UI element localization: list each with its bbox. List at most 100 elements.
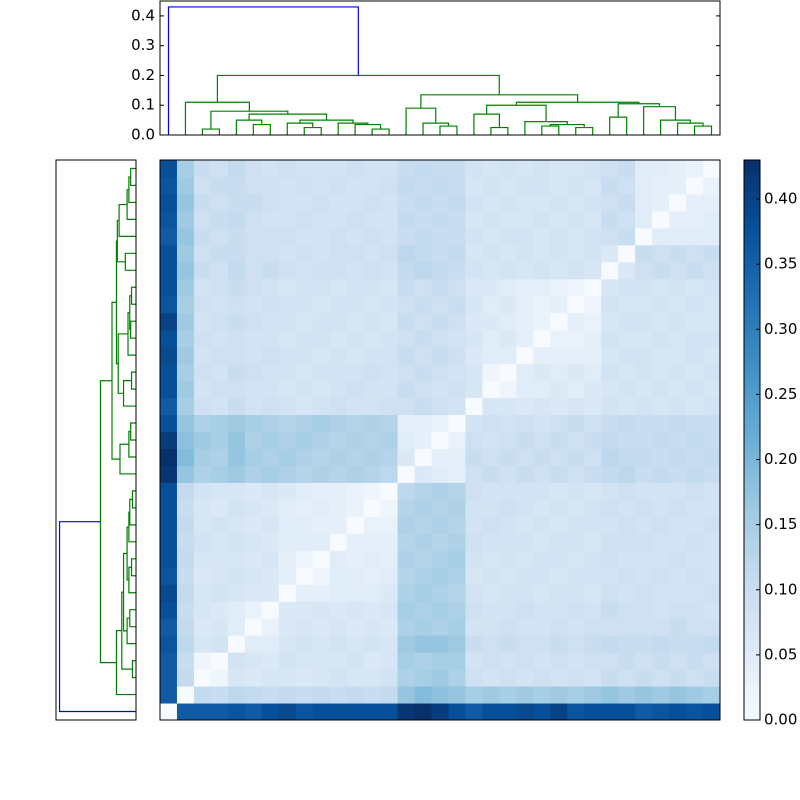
heatmap-cell: [210, 431, 229, 449]
heatmap-cell: [652, 533, 670, 551]
heatmap-cell: [635, 448, 653, 466]
heatmap-cell: [669, 669, 687, 687]
heatmap-cell: [261, 278, 280, 297]
top-dendrogram-link: [524, 121, 568, 135]
heatmap-cell: [686, 227, 704, 246]
heatmap-cell: [516, 465, 534, 483]
heatmap-cell: [703, 584, 721, 602]
left-dendrogram-link: [122, 552, 128, 632]
heatmap-cell: [618, 550, 636, 568]
heatmap-cell: [295, 295, 314, 314]
heatmap-cell: [380, 669, 399, 687]
heatmap-cell: [465, 635, 483, 653]
heatmap-cell: [193, 635, 212, 653]
heatmap-cell: [448, 448, 466, 466]
heatmap-cell: [550, 227, 568, 246]
heatmap-cell: [465, 227, 483, 246]
heatmap-cell: [346, 482, 365, 500]
heatmap-cell: [669, 601, 687, 619]
heatmap-cell: [278, 176, 297, 195]
heatmap-cell: [669, 210, 687, 229]
heatmap-cell: [312, 499, 331, 517]
heatmap-cell: [295, 278, 314, 297]
heatmap-cell: [244, 703, 263, 721]
heatmap-cell: [465, 465, 483, 483]
heatmap-cell: [329, 567, 348, 585]
heatmap-cell: [601, 414, 619, 433]
heatmap-cell: [499, 312, 517, 331]
heatmap-cell: [346, 278, 365, 297]
heatmap-cell: [414, 261, 433, 280]
heatmap-cell: [482, 380, 500, 399]
heatmap-cell: [533, 278, 551, 297]
heatmap-cell: [160, 533, 178, 551]
heatmap-cell: [193, 363, 212, 382]
heatmap-cell: [635, 686, 653, 704]
heatmap-cell: [278, 516, 297, 534]
heatmap-cell: [533, 533, 551, 551]
heatmap-cell: [550, 380, 568, 399]
heatmap-cell: [618, 482, 636, 500]
heatmap-cell: [533, 380, 551, 399]
heatmap-cell: [397, 601, 416, 619]
heatmap-cell: [312, 652, 331, 670]
heatmap-cell: [499, 652, 517, 670]
heatmap-cell: [550, 448, 568, 466]
heatmap-cell: [431, 465, 449, 483]
heatmap-cell: [363, 635, 382, 653]
heatmap-cell: [533, 329, 551, 348]
heatmap-cell: [567, 516, 585, 534]
heatmap-cell: [397, 312, 416, 331]
heatmap-cell: [397, 686, 416, 704]
heatmap-cell: [601, 618, 619, 636]
heatmap-cell: [584, 601, 602, 619]
heatmap-cell: [499, 380, 517, 399]
heatmap-cell: [567, 160, 585, 178]
heatmap-cell: [363, 465, 382, 483]
heatmap-cell: [635, 160, 653, 178]
heatmap-cell: [380, 482, 399, 500]
heatmap-cell: [703, 278, 721, 297]
heatmap-cell: [176, 703, 195, 721]
heatmap-cell: [414, 210, 433, 229]
heatmap-cell: [567, 652, 585, 670]
heatmap-cell: [380, 397, 399, 416]
heatmap-cell: [618, 227, 636, 246]
heatmap-cell: [703, 227, 721, 246]
heatmap-cell: [210, 567, 229, 585]
heatmap-cell: [703, 601, 721, 619]
heatmap-cell: [635, 499, 653, 517]
heatmap-cell: [533, 176, 551, 195]
heatmap-cell: [567, 584, 585, 602]
heatmap-cell: [295, 499, 314, 517]
heatmap-cell: [227, 584, 246, 602]
heatmap-cell: [482, 618, 500, 636]
heatmap-cell: [652, 278, 670, 297]
heatmap-cell: [533, 601, 551, 619]
heatmap-cell: [652, 244, 670, 263]
heatmap-cell: [618, 686, 636, 704]
heatmap-cell: [567, 635, 585, 653]
heatmap-cell: [618, 618, 636, 636]
heatmap-cell: [431, 669, 449, 687]
heatmap-cell: [533, 312, 551, 331]
heatmap-cell: [703, 482, 721, 500]
heatmap-cell: [652, 499, 670, 517]
heatmap-cell: [397, 533, 416, 551]
heatmap-cell: [295, 635, 314, 653]
heatmap-cell: [448, 669, 466, 687]
heatmap-cell: [499, 176, 517, 195]
heatmap-cell: [160, 652, 178, 670]
heatmap-cell: [261, 499, 280, 517]
heatmap-cell: [465, 431, 483, 449]
heatmap-cell: [261, 669, 280, 687]
heatmap-cell: [295, 516, 314, 534]
top-dendrogram-link: [354, 123, 382, 135]
heatmap-cell: [703, 329, 721, 348]
heatmap-cell: [193, 227, 212, 246]
heatmap-cell: [550, 601, 568, 619]
heatmap-cell: [669, 193, 687, 212]
heatmap-cell: [703, 686, 721, 704]
heatmap-cell: [244, 210, 263, 229]
heatmap-cell: [601, 329, 619, 348]
